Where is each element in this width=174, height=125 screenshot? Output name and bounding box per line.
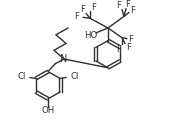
Text: F: F (92, 3, 96, 12)
Text: OH: OH (41, 106, 55, 115)
Text: HO: HO (84, 31, 98, 40)
Text: Cl: Cl (70, 72, 78, 81)
Text: N: N (60, 54, 68, 64)
Text: F: F (75, 12, 80, 21)
Text: Cl: Cl (18, 72, 26, 81)
Text: F: F (130, 6, 135, 15)
Text: F: F (117, 1, 121, 10)
Text: F: F (81, 5, 85, 14)
Text: F: F (117, 45, 121, 54)
Text: F: F (126, 0, 130, 9)
Text: F: F (126, 43, 131, 52)
Text: F: F (129, 35, 133, 44)
